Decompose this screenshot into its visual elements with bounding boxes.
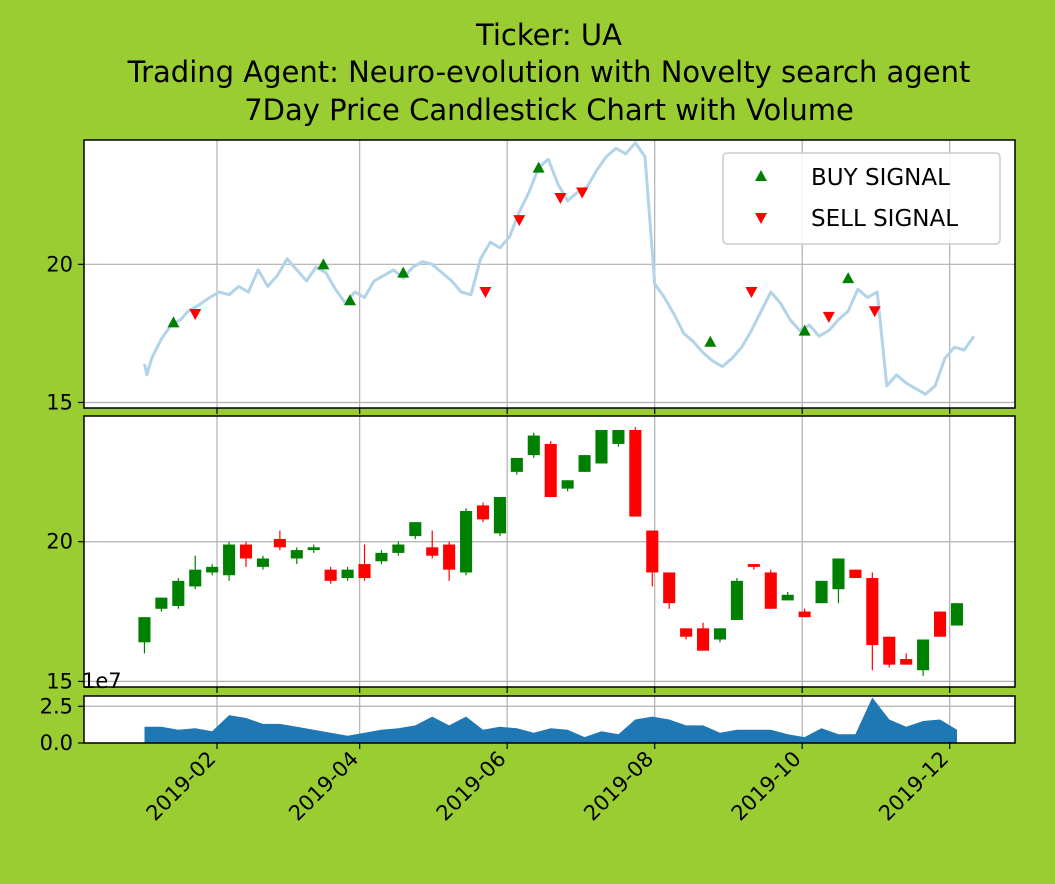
candle-body — [815, 580, 828, 604]
legend-sell-label: SELL SIGNAL — [811, 206, 958, 232]
candle-body — [900, 659, 913, 665]
volume-frame — [83, 695, 1016, 744]
candle-body — [189, 569, 202, 587]
candle-body — [290, 550, 303, 559]
candle-body — [324, 569, 337, 581]
sell-signal-marker — [822, 311, 835, 323]
chart-title-line-3: 7Day Price Candlestick Chart with Volume — [244, 93, 854, 127]
buy-signal-marker — [798, 324, 811, 336]
xtick-label: 2019-12 — [874, 747, 953, 826]
sell-signal-marker — [189, 309, 202, 321]
candle-body — [223, 544, 236, 576]
candle-body — [544, 443, 557, 498]
candle-ytick-label-0: 15 — [46, 669, 73, 693]
volume-ytick-label-0: 0.0 — [40, 731, 73, 755]
price-line — [143, 141, 976, 396]
candle-body — [172, 580, 185, 606]
volume-area — [144, 697, 957, 743]
buy-signal-marker — [397, 266, 410, 278]
candle-body — [273, 538, 286, 548]
xtick-label: 2019-08 — [579, 747, 658, 826]
candle-body — [663, 572, 676, 604]
candle-body — [747, 564, 760, 567]
sell-signal-marker — [745, 286, 758, 298]
sell-signal-marker — [554, 193, 567, 205]
candle-body — [443, 544, 456, 570]
legend-buy-label: BUY SIGNAL — [811, 165, 950, 191]
candle-body — [155, 597, 168, 609]
legend: BUY SIGNAL SELL SIGNAL — [722, 152, 1001, 245]
candle-body — [950, 603, 964, 626]
buy-signal-marker — [344, 294, 356, 306]
sell-signal-marker — [868, 306, 881, 318]
candle-body — [392, 544, 405, 553]
candle-ytick-label-1: 20 — [46, 530, 73, 554]
candle-body — [832, 558, 845, 590]
buy-signal-marker — [167, 316, 180, 328]
sell-signal-marker — [513, 215, 526, 227]
candle-body — [612, 429, 625, 444]
candle-body — [409, 522, 422, 537]
candle-body — [375, 552, 388, 562]
candle-body — [883, 636, 896, 665]
chart-title-line-2: Trading Agent: Neuro-evolution with Nove… — [127, 55, 971, 89]
volume-offset-label: 1e7 — [82, 669, 122, 693]
candle-body — [933, 611, 947, 637]
candle-body — [476, 505, 490, 520]
candle-body — [798, 611, 811, 618]
candle-body — [713, 628, 727, 640]
candle-body — [256, 558, 269, 567]
buy-signal-icon — [755, 170, 767, 181]
candle-body — [527, 435, 540, 456]
xtick-label: 2019-04 — [284, 747, 363, 826]
candle-body — [460, 510, 473, 573]
candle-body — [341, 569, 354, 579]
price-ytick-label-1: 20 — [46, 252, 73, 276]
candle-body — [764, 572, 777, 609]
candle-body — [239, 544, 253, 559]
buy-signal-marker — [704, 335, 717, 347]
buy-signal-marker — [532, 161, 545, 173]
candle-body — [358, 564, 371, 579]
sell-signal-marker — [576, 187, 589, 199]
legend-box — [722, 152, 1001, 245]
volume-ytick-label-1: 2.5 — [40, 694, 73, 718]
chart-title-line-1: Ticker: UA — [475, 18, 622, 52]
candle-body — [510, 457, 523, 472]
candle-body — [426, 547, 439, 556]
candle-body — [781, 594, 794, 601]
candle-body — [866, 578, 879, 646]
candle-body — [206, 566, 219, 573]
price-frame — [83, 139, 1016, 409]
candle-frame — [83, 415, 1016, 688]
sell-signal-icon — [755, 213, 767, 224]
candle-body — [849, 569, 862, 579]
buy-signal-marker — [842, 272, 855, 284]
candle-body — [917, 639, 930, 671]
candle-body — [138, 617, 151, 643]
price-ytick-label-0: 15 — [46, 390, 73, 414]
candle-body — [680, 628, 693, 637]
candle-body — [646, 530, 659, 573]
buy-signal-marker — [317, 258, 330, 270]
candle-body — [578, 455, 591, 472]
candle-body — [307, 547, 320, 551]
xtick-label: 2019-02 — [142, 747, 221, 826]
candle-body — [595, 429, 608, 464]
candle-body — [697, 628, 710, 651]
xtick-label: 2019-06 — [432, 747, 511, 826]
candle-body — [629, 429, 642, 517]
volume-panel: 0.0 2.5 1e7 2019-02 2019-04 2019-06 2019-08 201… — [40, 669, 1016, 826]
sell-signal-marker — [479, 286, 492, 298]
xtick-label: 2019-10 — [727, 747, 806, 826]
candle-body — [730, 580, 743, 620]
candle-body — [493, 497, 506, 534]
candle-body — [561, 480, 574, 489]
